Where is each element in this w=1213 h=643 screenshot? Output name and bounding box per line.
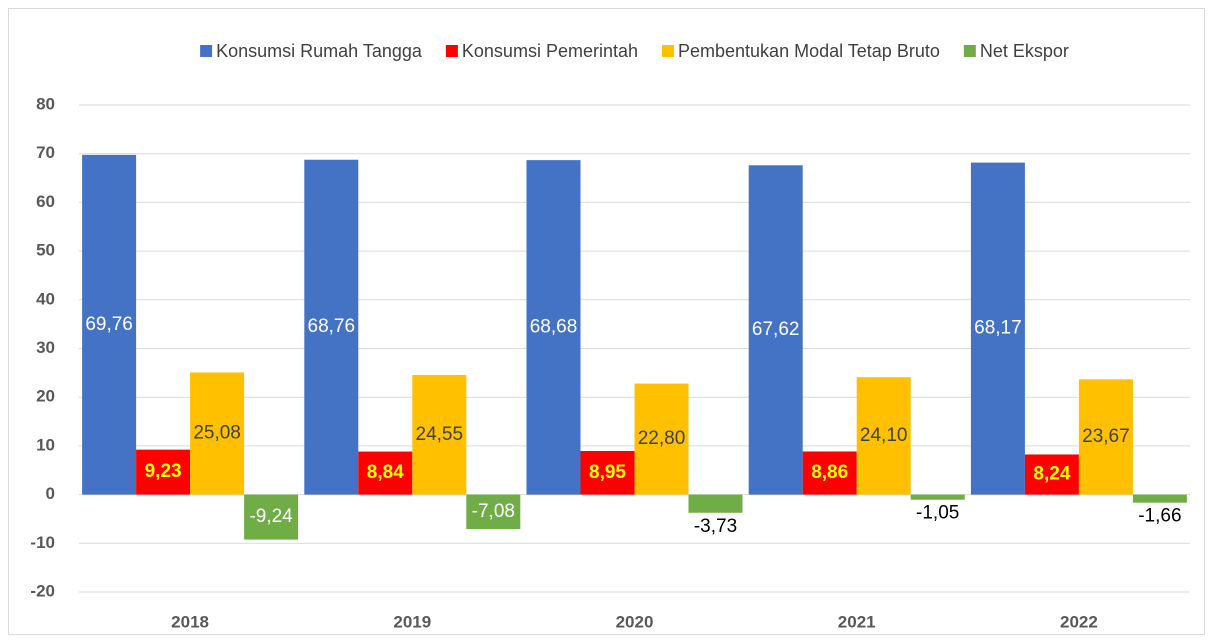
bar: [304, 159, 359, 495]
bar: [82, 154, 137, 495]
y-tick-label: 80: [36, 94, 55, 113]
data-label: -1,05: [916, 503, 959, 524]
x-tick-label: 2018: [171, 612, 209, 631]
bar: [244, 494, 299, 540]
bar: [412, 375, 467, 495]
data-label: 9,23: [145, 461, 182, 482]
x-tick-label: 2021: [838, 612, 876, 631]
bar: [466, 494, 521, 530]
legend-swatch: [445, 45, 458, 57]
bar: [1132, 494, 1187, 503]
legend-label: Konsumsi Pemerintah: [462, 41, 638, 61]
bar: [802, 451, 857, 495]
y-tick-label: 50: [36, 241, 55, 260]
data-label: 24,55: [416, 424, 464, 445]
bar: [634, 383, 689, 495]
y-tick-label: -20: [30, 581, 55, 600]
y-tick-label: -10: [30, 533, 55, 552]
legend-swatch: [662, 45, 674, 57]
y-tick-label: 10: [36, 435, 55, 454]
bar: [688, 494, 743, 513]
bar: [1078, 379, 1133, 495]
chart-frame: [8, 8, 1205, 635]
data-label: 68,17: [974, 318, 1022, 339]
x-tick-label: 2019: [393, 612, 431, 631]
data-label: 68,68: [530, 316, 578, 337]
data-label: 68,76: [308, 316, 356, 337]
legend-label: Net Ekspor: [980, 41, 1069, 61]
data-label: 22,80: [638, 428, 686, 449]
legend-label: Pembentukan Modal Tetap Bruto: [678, 41, 940, 61]
data-label: 67,62: [752, 319, 800, 340]
data-label: 8,95: [589, 462, 626, 483]
bar: [358, 451, 413, 495]
data-label: -7,08: [472, 501, 515, 522]
bar: [136, 449, 191, 495]
data-label: 8,84: [367, 462, 404, 483]
bar: [190, 372, 245, 495]
data-label: 25,08: [193, 423, 241, 444]
bar: [526, 160, 581, 495]
x-tick-label: 2022: [1060, 612, 1098, 631]
bar: [1024, 454, 1079, 495]
data-label: 8,24: [1033, 464, 1070, 485]
legend-swatch: [963, 45, 976, 57]
data-label: 69,76: [85, 314, 133, 335]
y-tick-label: 70: [36, 143, 55, 162]
data-label: -1,66: [1138, 506, 1181, 527]
x-tick-label: 2020: [616, 612, 654, 631]
data-label: 23,67: [1082, 426, 1130, 447]
bar: [580, 451, 635, 495]
bar: [856, 377, 911, 495]
data-label: 8,86: [811, 462, 848, 483]
y-tick-label: 0: [46, 484, 55, 503]
data-label: 24,10: [860, 425, 908, 446]
y-tick-label: 20: [36, 387, 55, 406]
bar: [910, 494, 965, 500]
y-tick-label: 60: [36, 192, 55, 211]
y-tick-label: 40: [36, 289, 55, 308]
bar: [748, 165, 803, 495]
legend-label: Konsumsi Rumah Tangga: [216, 41, 423, 61]
data-label: -9,24: [249, 506, 293, 527]
legend-swatch: [200, 45, 213, 57]
y-tick-label: 30: [36, 338, 55, 357]
data-label: -3,73: [694, 516, 737, 537]
bar: [970, 162, 1025, 495]
